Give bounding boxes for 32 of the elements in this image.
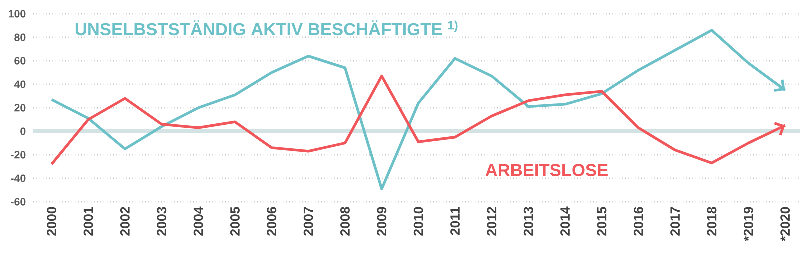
text: ARBEITSLOSE	[486, 164, 608, 176]
x-tick-label: 2013	[524, 207, 534, 236]
x-tick-label: 2003	[157, 207, 167, 236]
y-tick-label: -60	[11, 198, 26, 206]
y-tick-label: -40	[11, 174, 26, 182]
x-tick-label: 2009	[377, 207, 387, 236]
x-tick-label: 2015	[597, 207, 607, 236]
series-label: UNSELBSTSTÄNDIG AKTIV BESCHÄFTIGTE $^{1)}$	[76, 20, 458, 36]
x-tick-label: 2002	[120, 207, 130, 236]
x-tick-label: 2017	[670, 207, 680, 236]
x-tick-label: 2000	[47, 207, 57, 236]
x-tick-label: 2001	[84, 207, 94, 236]
x-tick-label: 2007	[304, 207, 314, 236]
x-tick-label: 2018	[707, 207, 717, 236]
x-tick-label: 2016	[634, 207, 644, 236]
x-tick-label: 2008	[340, 207, 350, 236]
x-tick-label: 2006	[267, 207, 277, 236]
x-tick-label: 2010	[414, 207, 424, 236]
x-tick-label: 2004	[194, 206, 204, 236]
x-tick-label: 2005	[230, 207, 240, 236]
x-tick-label: 2014	[560, 206, 570, 236]
x-tick-label: *2019	[744, 207, 754, 242]
x-tick-label: 2012	[487, 207, 497, 236]
y-tick-label: 80	[14, 34, 26, 42]
y-tick-label: 60	[14, 57, 26, 65]
y-tick-label: 40	[14, 80, 26, 88]
y-tick-label: -20	[11, 151, 26, 159]
y-tick-label: 20	[14, 104, 26, 112]
y-tick-label: 100	[9, 10, 26, 18]
y-tick-label: 0	[20, 128, 26, 136]
x-tick-label: 2011	[450, 207, 460, 236]
x-tick-label: *2020	[780, 207, 790, 242]
